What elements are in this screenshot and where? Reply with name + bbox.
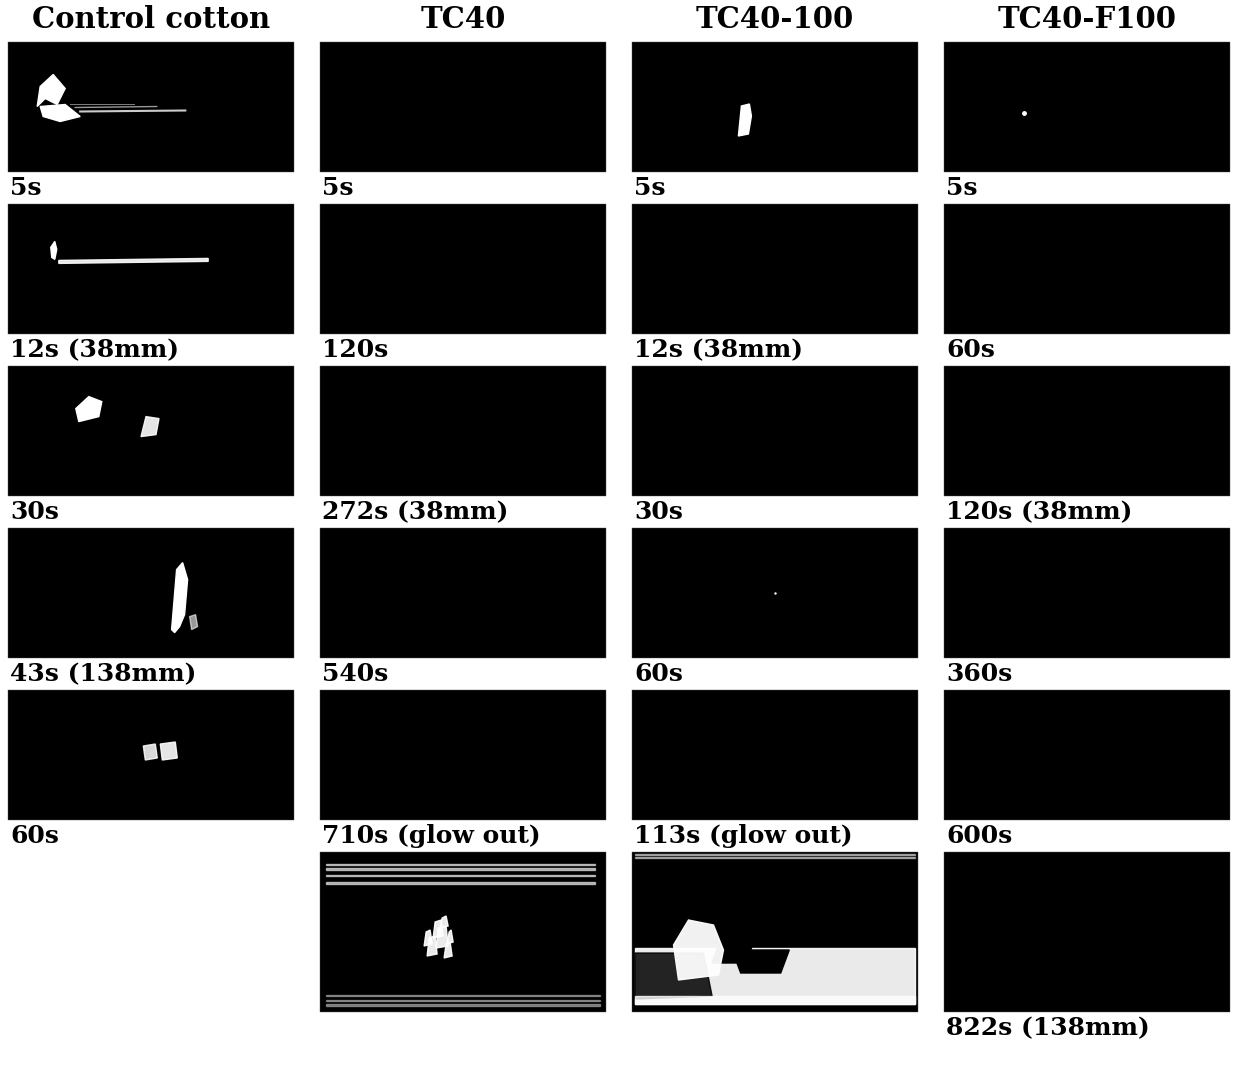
Polygon shape [326,868,595,869]
Polygon shape [634,948,916,1004]
Text: TC40-100: TC40-100 [696,5,854,33]
Text: 710s (glow out): 710s (glow out) [322,824,540,848]
Polygon shape [634,996,916,1004]
Polygon shape [634,853,916,855]
Bar [944,690,1230,820]
Polygon shape [171,563,187,633]
Text: 272s (38mm): 272s (38mm) [322,500,508,524]
Polygon shape [712,946,752,963]
Text: 60s: 60s [947,338,995,362]
Bar [632,204,918,334]
Text: 360s: 360s [947,662,1012,686]
Polygon shape [326,881,595,885]
Polygon shape [634,953,712,999]
Bar [944,528,1230,658]
Polygon shape [732,950,789,973]
Text: 12s (38mm): 12s (38mm) [10,338,178,362]
Bar [944,204,1230,334]
Polygon shape [424,930,432,946]
Polygon shape [434,920,444,939]
Bar [320,852,606,1012]
Polygon shape [58,258,208,264]
Text: Control cotton: Control cotton [32,5,270,33]
Polygon shape [447,930,453,944]
Polygon shape [436,926,449,948]
Polygon shape [141,417,159,436]
Polygon shape [427,936,437,956]
Text: 600s: 600s [947,824,1012,848]
Bar [320,42,606,172]
Bar [7,42,294,172]
Bar [320,528,606,658]
Text: 43s (138mm): 43s (138mm) [10,662,196,686]
Polygon shape [326,1004,600,1005]
Text: 30s: 30s [634,500,683,524]
Text: 5s: 5s [322,176,353,200]
Text: 60s: 60s [10,824,59,848]
Text: 5s: 5s [634,176,665,200]
Bar [944,42,1230,172]
Polygon shape [326,875,595,876]
Polygon shape [144,744,157,760]
Polygon shape [37,75,66,107]
Bar [320,204,606,334]
Text: 822s (138mm): 822s (138mm) [947,1016,1150,1040]
Text: 5s: 5s [10,176,41,200]
Polygon shape [674,920,724,980]
Bar [320,690,606,820]
Polygon shape [51,242,57,259]
Bar [7,204,294,334]
Polygon shape [40,105,81,121]
Bar [320,366,606,496]
Bar [7,690,294,820]
Bar [944,366,1230,496]
Text: 540s: 540s [322,662,388,686]
Bar [632,690,918,820]
Bar [944,852,1230,1012]
Polygon shape [190,615,197,630]
Polygon shape [76,396,102,421]
Text: 120s (38mm): 120s (38mm) [947,500,1132,524]
Text: 120s: 120s [322,338,388,362]
Bar [632,42,918,172]
Bar [632,366,918,496]
Polygon shape [440,916,449,928]
Bar [632,852,918,1012]
Bar [7,528,294,658]
Bar [632,528,918,658]
Polygon shape [444,942,452,958]
Text: 60s: 60s [634,662,683,686]
Text: TC40-F100: TC40-F100 [997,5,1177,33]
Text: 12s (38mm): 12s (38mm) [634,338,803,362]
Text: 30s: 30s [10,500,59,524]
Text: 5s: 5s [947,176,978,200]
Polygon shape [160,742,177,760]
Text: TC40: TC40 [420,5,506,33]
Polygon shape [738,104,751,136]
Text: 113s (glow out): 113s (glow out) [634,824,852,848]
Bar [7,366,294,496]
